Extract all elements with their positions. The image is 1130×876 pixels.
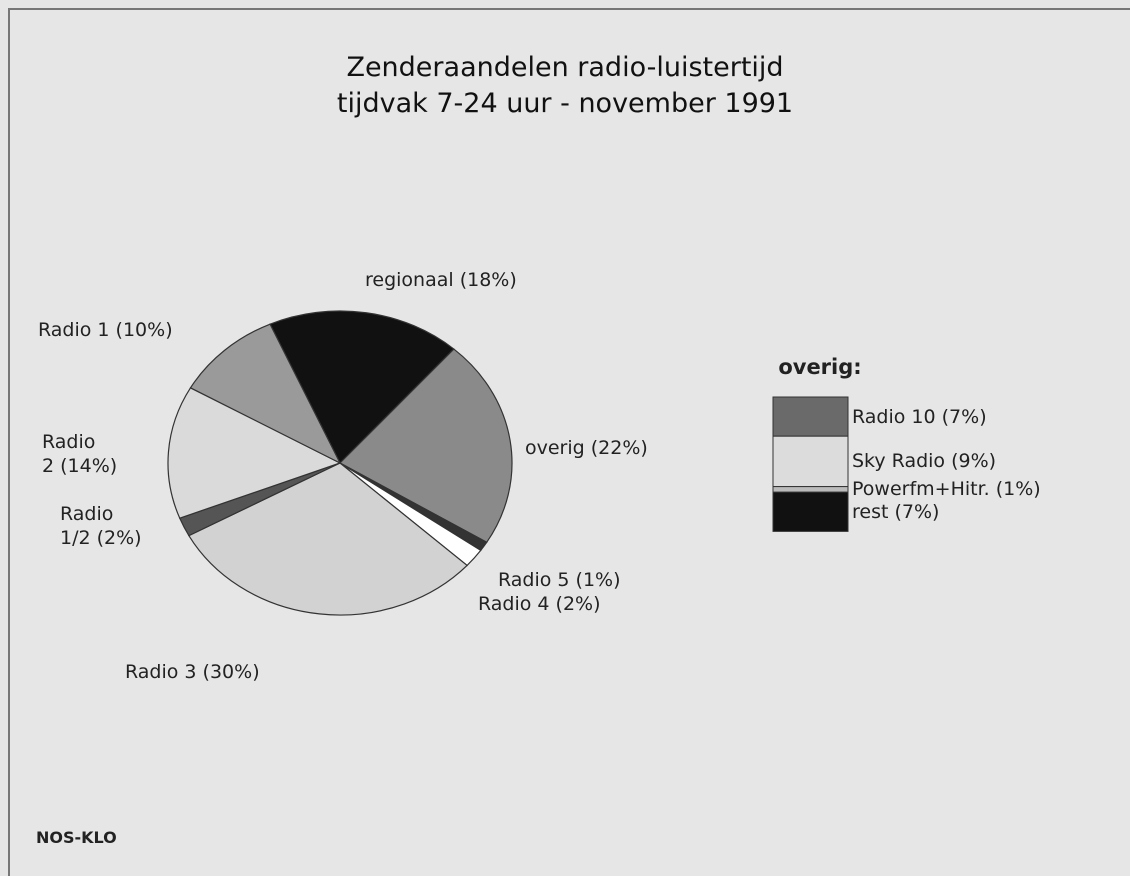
legend-title: overig:	[778, 355, 862, 379]
chart-subtitle: tijdvak 7-24 uur - november 1991	[336, 88, 794, 119]
pie-slice	[339, 348, 513, 544]
slice-label: Radio 3 (30%)	[125, 661, 260, 683]
legend-segment	[772, 435, 849, 488]
legend-label: Powerfm+Hitr. (1%)	[852, 478, 1041, 501]
slice-label: regionaal (18%)	[365, 269, 517, 291]
slice-label: Radio 4 (2%)	[478, 593, 601, 615]
slice-label: overig (22%)	[525, 437, 648, 459]
legend-label: Sky Radio (9%)	[852, 450, 997, 473]
slice-label: Radio 5 (1%)	[498, 569, 621, 591]
pie-slice	[188, 462, 468, 616]
legend-segment	[772, 491, 849, 532]
legend-label: rest (7%)	[852, 500, 940, 523]
slice-label: Radio 1 (10%)	[38, 319, 173, 341]
legend-label: Radio 10 (7%)	[852, 405, 987, 428]
slice-label: Radio 2 (14%)	[42, 431, 118, 477]
slice-label: Radio 1/2 (2%)	[60, 503, 142, 549]
chart-title: Zenderaandelen radio-luistertijd	[346, 52, 784, 83]
pie-slice	[189, 323, 342, 465]
pie-slice	[167, 387, 342, 519]
frame	[8, 8, 1130, 876]
legend-segment	[772, 396, 849, 437]
source: NOS-KLO	[36, 828, 117, 847]
legend-segment	[772, 486, 849, 493]
pie-slice	[269, 310, 455, 465]
